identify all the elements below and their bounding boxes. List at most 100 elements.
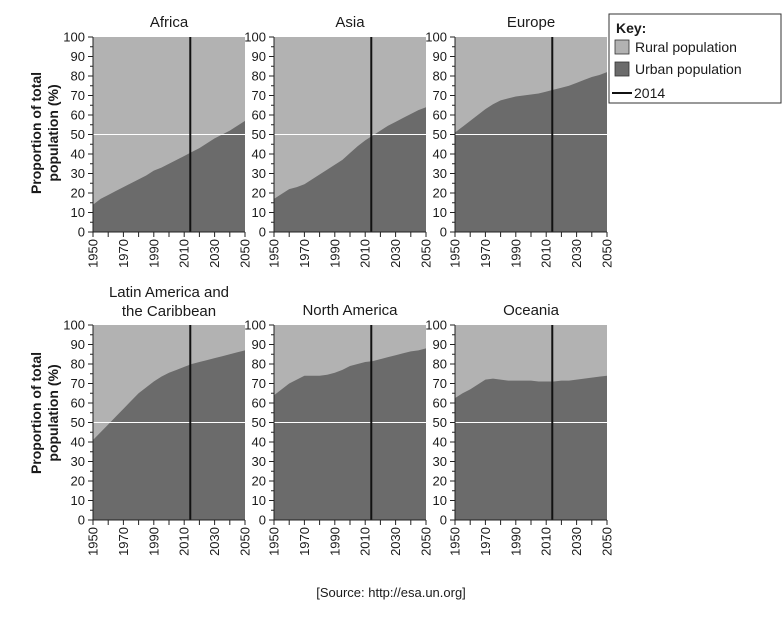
legend-box	[608, 13, 782, 104]
y-tick-label: 80	[433, 69, 447, 84]
y-tick-label: 60	[252, 396, 266, 411]
legend-rural-swatch	[614, 39, 630, 55]
source-note: [Source: http://esa.un.org]	[316, 585, 466, 600]
y-tick-label: 100	[63, 318, 85, 333]
legend: Key: Rural population Urban population 2…	[608, 13, 782, 104]
legend-urban-label: Urban population	[635, 61, 742, 77]
y-tick-label: 90	[252, 49, 266, 64]
x-tick-label: 2030	[569, 527, 584, 556]
y-tick-label: 60	[433, 396, 447, 411]
urban-area	[93, 120, 245, 232]
panel-title: North America	[302, 302, 398, 319]
y-tick-label: 100	[425, 30, 447, 45]
y-tick-label: 30	[433, 166, 447, 181]
x-tick-label: 2050	[600, 527, 615, 556]
x-tick-label: 2050	[419, 527, 434, 556]
y-axis-label-top-line1: Proportion of total	[28, 72, 44, 194]
x-tick-label: 1990	[327, 527, 342, 556]
x-tick-label: 2010	[177, 527, 192, 556]
x-tick-label: 1970	[116, 239, 131, 268]
panel-title-line1: Latin America and	[109, 284, 229, 301]
urban-area	[455, 375, 607, 520]
y-tick-label: 20	[252, 474, 266, 489]
x-tick-label: 1990	[327, 239, 342, 268]
x-tick-label: 2050	[238, 527, 253, 556]
y-tick-label: 60	[71, 396, 85, 411]
y-tick-label: 70	[71, 88, 85, 103]
y-tick-label: 20	[252, 186, 266, 201]
y-tick-label: 30	[252, 454, 266, 469]
y-axis-label-bottom-line2: population (%)	[45, 364, 61, 461]
x-tick-label: 2010	[358, 527, 373, 556]
x-tick-label: 2050	[419, 239, 434, 268]
x-tick-label: 1950	[86, 527, 101, 556]
y-tick-label: 60	[252, 108, 266, 123]
x-tick-label: 2010	[177, 239, 192, 268]
y-tick-label: 20	[433, 474, 447, 489]
y-tick-label: 10	[433, 205, 447, 220]
y-tick-label: 70	[433, 376, 447, 391]
y-axis-label-bottom: Proportion of total population (%)	[28, 352, 61, 474]
y-tick-label: 0	[78, 225, 85, 240]
y-tick-label: 10	[71, 205, 85, 220]
y-tick-label: 90	[433, 337, 447, 352]
panel-title: Africa	[150, 14, 189, 31]
x-tick-label: 2050	[600, 239, 615, 268]
y-tick-label: 60	[71, 108, 85, 123]
x-tick-label: 1970	[478, 527, 493, 556]
y-tick-label: 0	[440, 225, 447, 240]
y-tick-label: 40	[252, 435, 266, 450]
x-tick-label: 1950	[267, 239, 282, 268]
legend-marker-label: 2014	[634, 85, 665, 101]
y-tick-label: 90	[71, 49, 85, 64]
y-tick-label: 30	[433, 454, 447, 469]
x-tick-label: 1990	[508, 239, 523, 268]
y-tick-label: 70	[252, 88, 266, 103]
x-tick-label: 1950	[86, 239, 101, 268]
urban-area	[274, 107, 426, 232]
y-tick-label: 100	[244, 30, 266, 45]
y-tick-label: 80	[71, 357, 85, 372]
y-tick-label: 20	[71, 474, 85, 489]
x-tick-label: 1990	[146, 239, 161, 268]
y-axis-label-top-line2: population (%)	[45, 84, 61, 181]
y-tick-label: 0	[259, 513, 266, 528]
x-tick-label: 1950	[267, 527, 282, 556]
legend-title: Key:	[616, 20, 646, 36]
y-tick-label: 100	[425, 318, 447, 333]
y-tick-label: 50	[252, 127, 266, 142]
y-tick-label: 40	[433, 147, 447, 162]
x-tick-label: 2030	[388, 527, 403, 556]
x-tick-label: 2030	[207, 239, 222, 268]
x-tick-label: 1950	[448, 527, 463, 556]
y-axis-label-top: Proportion of total population (%)	[28, 72, 61, 194]
y-tick-label: 30	[252, 166, 266, 181]
y-tick-label: 50	[433, 415, 447, 430]
x-tick-label: 2050	[238, 239, 253, 268]
x-tick-label: 2010	[358, 239, 373, 268]
y-tick-label: 50	[71, 127, 85, 142]
urban-area	[274, 348, 426, 520]
urban-area	[455, 72, 607, 232]
y-tick-label: 0	[259, 225, 266, 240]
x-tick-label: 1970	[116, 527, 131, 556]
legend-rural-label: Rural population	[635, 39, 737, 55]
y-tick-label: 90	[71, 337, 85, 352]
y-tick-label: 80	[252, 357, 266, 372]
y-tick-label: 80	[252, 69, 266, 84]
y-tick-label: 100	[244, 318, 266, 333]
panel-title-line2: the Caribbean	[122, 303, 216, 320]
x-tick-label: 2030	[207, 527, 222, 556]
y-tick-label: 100	[63, 30, 85, 45]
y-tick-label: 20	[71, 186, 85, 201]
y-tick-label: 70	[71, 376, 85, 391]
y-tick-label: 10	[433, 493, 447, 508]
panel-title: Oceania	[503, 302, 560, 319]
x-tick-label: 1990	[508, 527, 523, 556]
